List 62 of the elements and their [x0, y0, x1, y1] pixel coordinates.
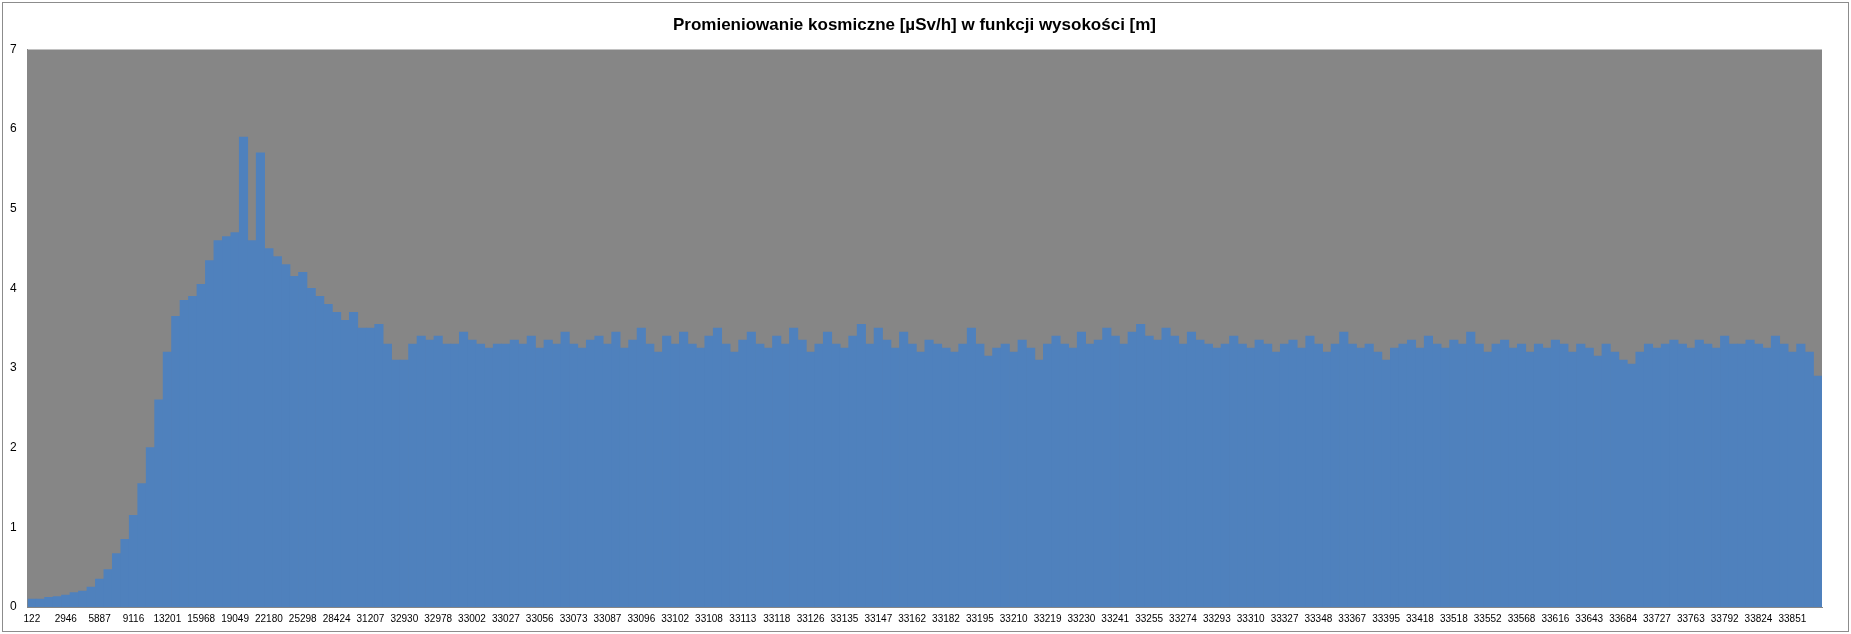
x-tick-label: 33851 — [1778, 612, 1807, 624]
x-tick-label: 31207 — [356, 612, 385, 624]
x-tick-label: 33274 — [1169, 612, 1198, 624]
y-tick-label: 5 — [9, 201, 17, 216]
x-tick-label: 33087 — [593, 612, 622, 624]
x-tick-label: 33027 — [491, 612, 521, 624]
x-tick-label: 33395 — [1372, 612, 1401, 624]
x-tick-label: 9116 — [122, 612, 145, 624]
y-tick-label: 6 — [9, 121, 17, 136]
x-tick-label: 33348 — [1304, 612, 1333, 624]
x-tick-label: 33310 — [1236, 612, 1266, 624]
x-tick-label: 13201 — [153, 612, 182, 624]
y-tick-label: 0 — [9, 599, 17, 614]
x-tick-label: 33327 — [1270, 612, 1299, 624]
x-tick-label: 33293 — [1202, 612, 1232, 624]
x-tick-label: 33792 — [1710, 612, 1740, 624]
x-tick-label: 33147 — [864, 612, 893, 624]
x-tick-label: 28424 — [322, 612, 351, 624]
x-tick-label: 5887 — [88, 612, 112, 624]
x-tick-label: 33616 — [1541, 612, 1570, 624]
x-tick-label: 25298 — [288, 612, 318, 624]
x-tick-label: 33568 — [1507, 612, 1536, 624]
x-tick-label: 33643 — [1575, 612, 1604, 624]
x-tick-label: 33056 — [525, 612, 555, 624]
x-tick-label: 33102 — [661, 612, 690, 624]
x-tick-label: 19049 — [221, 612, 250, 624]
chart-title: Promieniowanie kosmiczne [µSv/h] w funkcji wysokości [m] — [672, 14, 1157, 34]
x-tick-label: 33162 — [898, 612, 927, 624]
x-tick-label: 33684 — [1609, 612, 1638, 624]
x-tick-label: 33108 — [695, 612, 724, 624]
x-tick-label: 33824 — [1744, 612, 1773, 624]
y-tick-label: 4 — [9, 280, 17, 295]
y-tick-label: 3 — [9, 360, 17, 375]
x-tick-label: 33552 — [1473, 612, 1503, 624]
x-tick-label: 2946 — [54, 612, 78, 624]
x-tick-label: 33135 — [830, 612, 859, 624]
x-tick-label: 33118 — [763, 612, 791, 624]
x-tick-label: 32978 — [424, 612, 453, 624]
x-tick-label: 33727 — [1643, 612, 1672, 624]
x-tick-label: 33182 — [932, 612, 961, 624]
x-tick-label: 33073 — [559, 612, 588, 624]
x-tick-label: 15968 — [187, 612, 216, 624]
y-tick-label: 7 — [9, 41, 17, 56]
x-tick-label: 33518 — [1439, 612, 1469, 624]
x-tick-label: 33230 — [1067, 612, 1096, 624]
x-tick-label: 33126 — [796, 612, 825, 624]
x-tick-label: 33096 — [627, 612, 656, 624]
x-tick-label: 33210 — [999, 612, 1029, 624]
x-tick-label: 33367 — [1338, 612, 1367, 624]
y-tick-label: 2 — [9, 440, 17, 454]
x-tick-label: 33255 — [1135, 612, 1164, 624]
x-tick-label: 33763 — [1676, 612, 1706, 624]
x-tick-label: 33219 — [1033, 612, 1062, 624]
x-tick-label: 33113 — [729, 612, 757, 624]
y-tick-label: 1 — [9, 519, 17, 534]
x-tick-label: 33195 — [965, 612, 995, 624]
x-tick-label: 32930 — [390, 612, 419, 624]
x-tick-label: 33418 — [1406, 612, 1435, 624]
x-tick-label: 22180 — [254, 612, 284, 624]
x-tick-label: 122 — [23, 612, 41, 624]
x-tick-label: 33002 — [458, 612, 487, 624]
x-tick-label: 33241 — [1101, 612, 1130, 624]
